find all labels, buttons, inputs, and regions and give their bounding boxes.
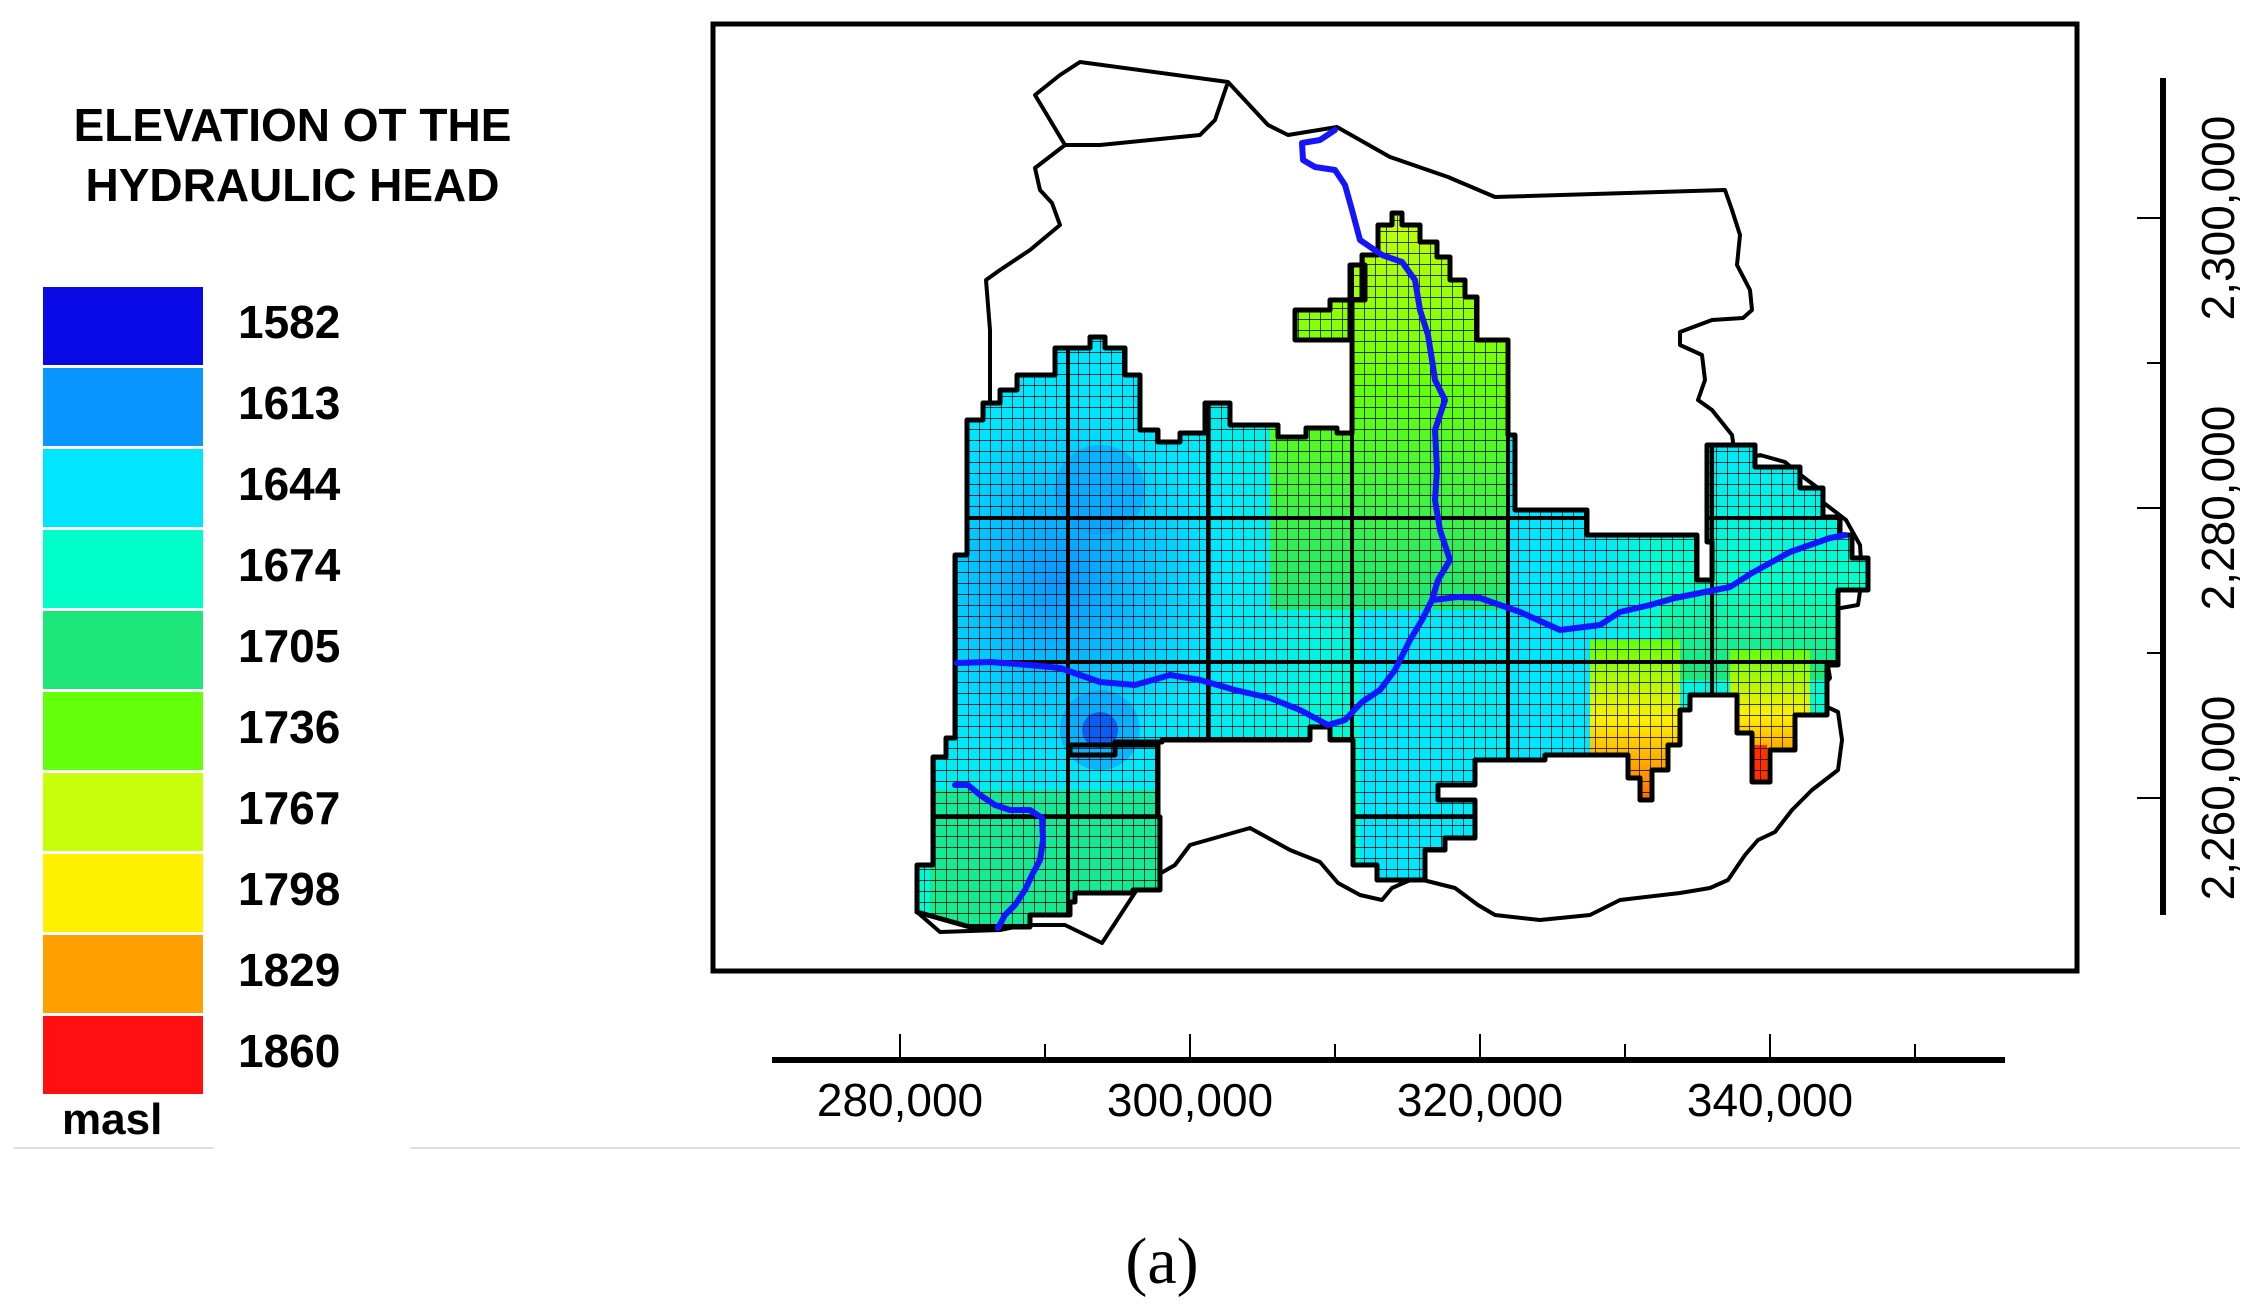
x-axis <box>772 1034 2005 1063</box>
legend-swatch-1 <box>43 287 203 365</box>
legend-label-6: 1736 <box>238 701 341 753</box>
legend-swatch-10 <box>43 1016 203 1094</box>
river-main-north <box>954 127 1453 728</box>
legend-label-2: 1613 <box>238 377 341 429</box>
legend-swatch-5 <box>43 611 203 689</box>
legend-title: ELEVATION OT THE HYDRAULIC HEAD <box>20 95 565 215</box>
legend-swatch-8 <box>43 854 203 932</box>
legend-label-5: 1705 <box>238 620 341 672</box>
legend-label-7: 1767 <box>238 782 341 834</box>
x-tick-label-4: 340,000 <box>1686 1074 1854 1126</box>
y-tick-label-2: 2,280,000 <box>2192 405 2244 611</box>
x-tick-label-2: 300,000 <box>1106 1074 1274 1126</box>
y-tick-label-1: 2,300,000 <box>2192 115 2244 321</box>
legend-label-9: 1829 <box>238 944 341 996</box>
legend-label-3: 1644 <box>238 458 341 510</box>
legend-swatch-9 <box>43 935 203 1013</box>
river-southwest <box>952 782 1046 931</box>
legend-label-1: 1582 <box>238 296 341 348</box>
x-tick-label-3: 320,000 <box>1396 1074 1564 1126</box>
legend-swatch-7 <box>43 773 203 851</box>
legend-swatch-4 <box>43 530 203 608</box>
rivers <box>952 127 1848 931</box>
legend-swatch-6 <box>43 692 203 770</box>
y-tick-label-3: 2,260,000 <box>2192 695 2244 901</box>
legend-title-line2: HYDRAULIC HEAD <box>85 159 500 211</box>
legend-swatch-3 <box>43 449 203 527</box>
legend-swatch-2 <box>43 368 203 446</box>
y-axis <box>2137 78 2166 915</box>
panel-label: (a) <box>1125 1225 1199 1298</box>
x-tick-label-1: 280,000 <box>816 1074 984 1126</box>
river-east-tributary <box>1429 532 1848 633</box>
legend-unit: masl <box>62 1095 163 1144</box>
legend-title-line1: ELEVATION OT THE <box>73 99 512 151</box>
legend-label-10: 1860 <box>238 1025 341 1077</box>
legend-label-4: 1674 <box>238 539 341 591</box>
legend-label-8: 1798 <box>238 863 341 915</box>
